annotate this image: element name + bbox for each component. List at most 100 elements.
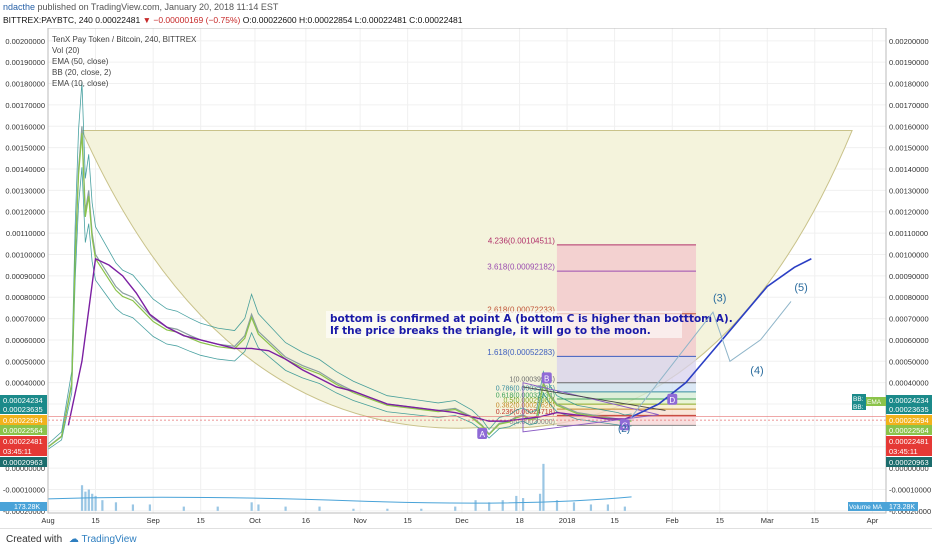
volume-bar bbox=[474, 500, 477, 511]
y-tick-label-left: 0.00050000 bbox=[5, 357, 45, 366]
legend-ema10[interactable]: EMA (10, close) bbox=[52, 79, 109, 88]
x-tick-label: 15 bbox=[811, 516, 819, 525]
wave-label-2: (2) bbox=[618, 424, 630, 435]
left-price-badge-text: 0.00024234 bbox=[3, 396, 43, 405]
triangle-upper-trend bbox=[522, 386, 666, 411]
point-b-box bbox=[541, 372, 552, 384]
y-tick-label-left: 0.00090000 bbox=[5, 272, 45, 281]
volume-bar bbox=[101, 500, 104, 511]
right-price-badge-text: 0.00022564 bbox=[889, 426, 929, 435]
x-tick-label: 2018 bbox=[559, 516, 576, 525]
point-b-label: B bbox=[544, 374, 549, 383]
left-price-badge bbox=[0, 457, 47, 467]
y-tick-label-right: 0.00070000 bbox=[889, 315, 929, 324]
left-price-badge-text: 0.00020963 bbox=[3, 458, 43, 467]
plot-frame bbox=[47, 28, 887, 514]
fib-level-label: 1(0.00039954) bbox=[509, 376, 555, 383]
fib-level-label: 0.382(0.00027626) bbox=[496, 403, 555, 410]
point-c-label: C bbox=[622, 421, 628, 430]
y-tick-label-right: -0.00010000 bbox=[889, 485, 931, 494]
x-tick-label: Oct bbox=[249, 516, 262, 525]
x-tick-label: 15 bbox=[716, 516, 724, 525]
fib-level-label: 4.236(0.00104511) bbox=[488, 236, 555, 245]
x-tick-label: Nov bbox=[353, 516, 367, 525]
volume-bar bbox=[84, 491, 87, 511]
volume-bar bbox=[555, 500, 559, 511]
right-price-badge bbox=[886, 404, 932, 414]
left-price-badge bbox=[0, 446, 47, 456]
ema-tag: EMA bbox=[867, 399, 882, 406]
bb-lower-line bbox=[47, 167, 632, 450]
x-tick-label: Dec bbox=[455, 516, 469, 525]
legend-title: TenX Pay Token / Bitcoin, 240, BITTREX bbox=[52, 35, 197, 44]
y-tick-label-right: 0.00190000 bbox=[889, 58, 929, 67]
y-tick-label-right: 0.00100000 bbox=[889, 250, 929, 259]
annotation-line-2: If the price breaks the triangle, it wil… bbox=[330, 325, 651, 337]
volume-bar bbox=[182, 506, 185, 511]
annotation-background bbox=[326, 311, 682, 338]
fib-level-label: 0.786(0.00035685) bbox=[496, 385, 555, 392]
point-d-box bbox=[667, 393, 678, 405]
volume-bar bbox=[257, 504, 260, 511]
x-tick-label: Feb bbox=[666, 516, 679, 525]
y-tick-label-left: 0.00190000 bbox=[5, 58, 45, 67]
price-chart[interactable]: 4.236(0.00104511) 3.618(0.00092182) 2.618(… bbox=[0, 28, 932, 528]
x-tick-label: 15 bbox=[610, 516, 618, 525]
y-tick-label-right: 0.00080000 bbox=[889, 293, 929, 302]
volume-bar bbox=[148, 504, 151, 511]
volume-bar bbox=[589, 504, 593, 511]
fib-zone bbox=[556, 271, 697, 314]
y-tick-label-right: 0.00040000 bbox=[889, 379, 929, 388]
y-tick-label-right: 0.00060000 bbox=[889, 336, 929, 345]
price-change: −0.00000169 (−0.75%) bbox=[153, 15, 241, 25]
volume-bar bbox=[91, 493, 94, 511]
volume-tag-box bbox=[848, 502, 886, 511]
bb-tag2-box bbox=[852, 402, 866, 410]
tradingview-logo-icon[interactable]: ☁ TradingView bbox=[68, 534, 137, 545]
left-price-badge-text: 0.00022481 bbox=[3, 437, 43, 446]
point-d-label: D bbox=[669, 396, 675, 405]
y-tick-label-right: 0.00000000 bbox=[889, 464, 929, 473]
right-price-badge-text: 0.00023635 bbox=[889, 405, 929, 414]
wave-label: (3) bbox=[713, 292, 726, 304]
right-price-badge bbox=[886, 457, 932, 467]
author-link[interactable]: ndacthe bbox=[3, 2, 36, 12]
y-tick-label-left: 0.00000000 bbox=[5, 464, 45, 473]
wave-path bbox=[631, 301, 792, 418]
fib-zone bbox=[556, 244, 697, 272]
y-tick-label-left: 0.00200000 bbox=[5, 37, 45, 46]
volume-ma-line bbox=[47, 496, 632, 504]
volume-bar bbox=[542, 463, 545, 511]
fib-zone bbox=[556, 399, 697, 405]
volume-left: 173.28K bbox=[14, 504, 40, 511]
volume-bar bbox=[250, 502, 253, 511]
y-tick-label-left: 0.00110000 bbox=[6, 229, 45, 238]
right-price-badge-text: 0.00022594 bbox=[889, 416, 929, 425]
volume-tag: Volume MA bbox=[849, 504, 883, 511]
fib-level-label: 3.618(0.00092182) bbox=[487, 263, 555, 272]
fib-zone bbox=[556, 382, 697, 392]
volume-value-box bbox=[886, 502, 918, 511]
y-tick-label-right: 0.00090000 bbox=[889, 272, 929, 281]
y-tick-label-left: 0.00170000 bbox=[5, 101, 45, 110]
y-tick-label-right: 0.00200000 bbox=[889, 37, 929, 46]
y-tick-label-left: 0.00100000 bbox=[5, 250, 45, 259]
fib-zone bbox=[556, 404, 697, 410]
y-tick-label-left: 0.00160000 bbox=[5, 122, 45, 131]
legend-ema50[interactable]: EMA (50, close) bbox=[52, 57, 109, 66]
fib-level-label: 0.236(0.00024718) bbox=[496, 409, 555, 416]
y-tick-label-left: 0.00080000 bbox=[5, 293, 45, 302]
y-tick-label-left: 0.00040000 bbox=[5, 379, 45, 388]
volume-bar bbox=[87, 489, 90, 511]
volume-bar bbox=[114, 502, 118, 511]
legend-bb[interactable]: BB (20, close, 2) bbox=[52, 68, 111, 77]
y-tick-label-right: 0.00130000 bbox=[889, 186, 929, 195]
fib-level-label: 0.618(0.00032334) bbox=[496, 393, 555, 400]
y-tick-label-right: 0.00150000 bbox=[889, 144, 929, 153]
volume-bar bbox=[488, 502, 491, 511]
drawings: bottom is confirmed at point A (bottom C… bbox=[326, 258, 812, 439]
bb-tag: BB: bbox=[853, 396, 864, 403]
volume-bar bbox=[501, 500, 504, 511]
symbol-label: BITTREX:PAYBTC, 240 bbox=[3, 15, 93, 25]
legend-vol[interactable]: Vol (20) bbox=[52, 46, 80, 55]
